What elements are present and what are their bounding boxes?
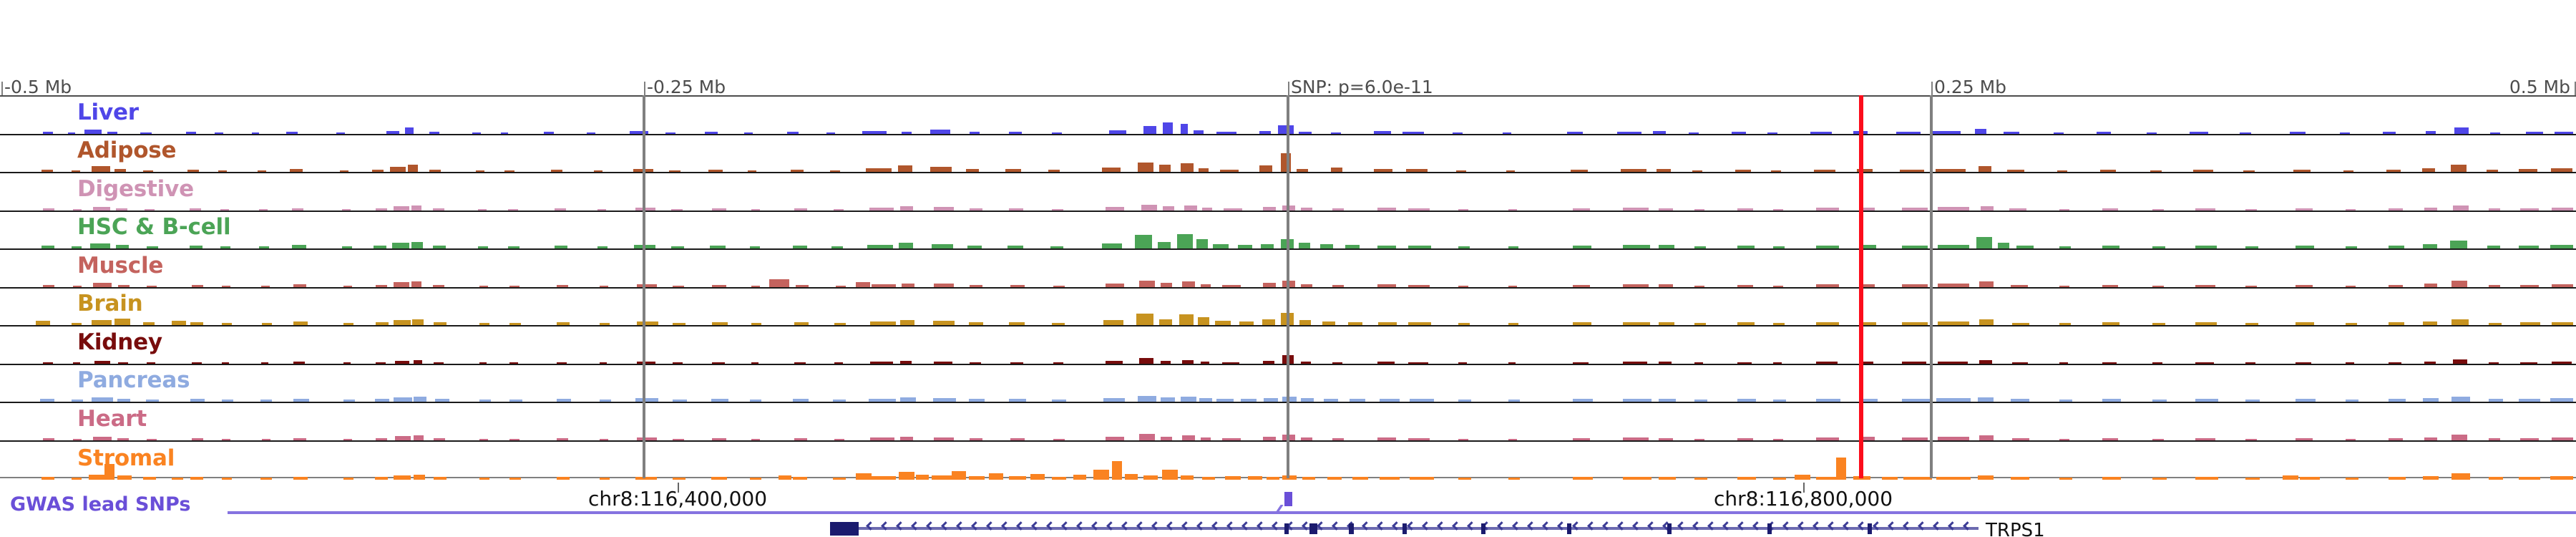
axis-tick-0	[1, 82, 3, 95]
track-row[interactable]: Stromal	[0, 442, 2576, 480]
track-label-brain: Brain	[77, 291, 143, 316]
coordinate-tick-1	[1803, 483, 1805, 493]
genomic-axis-ruler: -0.5 Mb -0.25 Mb SNP: p=6.0e-11 0.25 Mb 0.5 …	[0, 77, 2576, 97]
gene-exon	[1402, 523, 1407, 534]
signal-histogram	[0, 173, 2576, 211]
gwas-baseline	[228, 511, 2576, 514]
track-row[interactable]: Kidney	[0, 326, 2576, 365]
track-label-heart: Heart	[77, 405, 147, 432]
gene-exon	[1567, 523, 1571, 534]
track-label-pancreas: Pancreas	[77, 367, 190, 393]
track-row[interactable]: Heart	[0, 403, 2576, 442]
gene-exon	[1284, 523, 1289, 534]
signal-histogram	[0, 403, 2576, 440]
coordinate-label-0: chr8:116,400,000	[587, 487, 768, 511]
track-label-muscle: Muscle	[77, 252, 164, 279]
axis-label-scale-0: -0.5 Mb	[4, 77, 72, 97]
track-label-digestive: Digestive	[77, 175, 194, 202]
track-label-liver: Liver	[77, 99, 139, 125]
gene-exon	[1868, 523, 1872, 534]
gene-exon	[1349, 523, 1354, 534]
axis-label-scale-3: 0.25 Mb	[1934, 77, 2007, 97]
axis-label-scale-1: -0.25 Mb	[647, 77, 726, 97]
gene-annotation-track: TRPS1	[0, 520, 2576, 537]
track-row[interactable]: Liver	[0, 97, 2576, 135]
gene-exon	[1481, 523, 1485, 534]
coordinate-label-row: chr8:116,400,000 chr8:116,800,000	[0, 483, 2576, 511]
signal-track-stack: Liver Adipose Digestive HSC & B-cell Muscle B…	[0, 95, 2576, 480]
track-row[interactable]: HSC & B-cell	[0, 211, 2576, 250]
gene-exon	[1667, 523, 1672, 534]
coordinate-label-1: chr8:116,800,000	[1713, 487, 1893, 511]
track-row[interactable]: Adipose	[0, 135, 2576, 173]
track-label-kidney: Kidney	[77, 329, 162, 355]
track-label-adipose: Adipose	[77, 137, 177, 163]
gwas-track-label: GWAS lead SNPs	[10, 493, 191, 516]
track-label-hsc-b-cell: HSC & B-cell	[77, 214, 231, 240]
track-row[interactable]: Brain	[0, 288, 2576, 326]
signal-histogram	[0, 288, 2576, 325]
axis-tick-4	[2575, 82, 2576, 95]
axis-tick-1	[644, 82, 645, 95]
gwas-lead-snp-marker[interactable]	[1284, 492, 1292, 506]
gene-exon	[1767, 523, 1772, 534]
gene-exon	[1309, 523, 1317, 534]
coordinate-tick-0	[678, 483, 679, 493]
axis-tick-3	[1931, 82, 1933, 95]
gwas-lead-snp-track: GWAS lead SNPs	[0, 492, 2576, 518]
signal-histogram	[0, 326, 2576, 364]
signal-histogram	[0, 211, 2576, 248]
track-row[interactable]: Digestive	[0, 173, 2576, 212]
axis-label-snp-pvalue: SNP: p=6.0e-11	[1291, 77, 1433, 97]
track-label-stromal: Stromal	[77, 445, 175, 471]
track-row[interactable]: Muscle	[0, 250, 2576, 289]
gene-name-label: TRPS1	[1986, 520, 2045, 537]
axis-label-scale-4: 0.5 Mb	[2509, 77, 2570, 97]
track-row[interactable]: Pancreas	[0, 364, 2576, 403]
signal-histogram	[0, 250, 2576, 287]
signal-histogram	[0, 97, 2576, 134]
signal-histogram	[0, 364, 2576, 402]
gene-tss-block[interactable]	[830, 522, 859, 536]
axis-tick-2	[1288, 82, 1289, 95]
signal-histogram	[0, 442, 2576, 480]
signal-histogram	[0, 135, 2576, 172]
